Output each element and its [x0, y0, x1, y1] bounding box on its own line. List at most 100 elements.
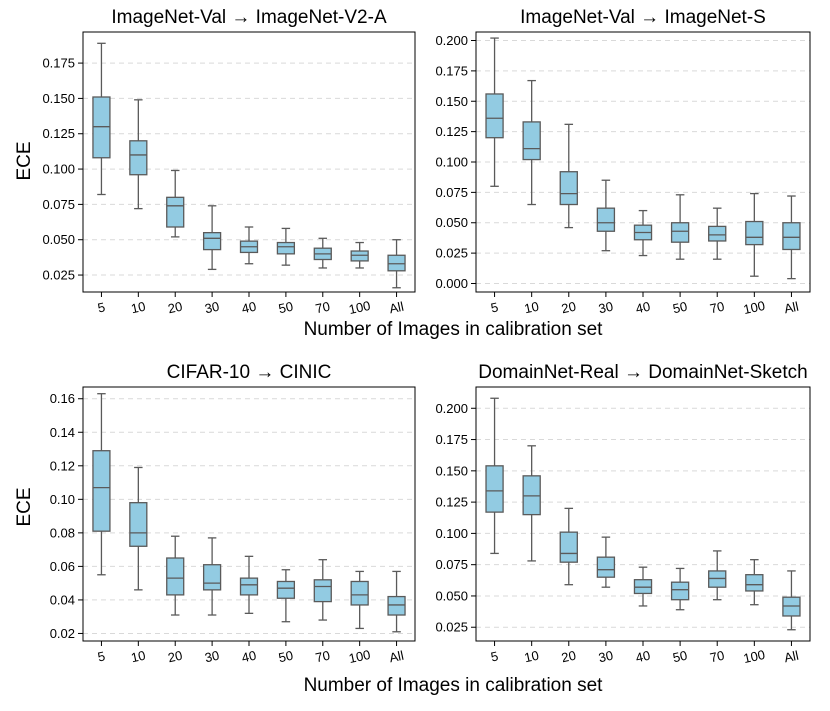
x-tick-label: 50: [277, 299, 294, 317]
x-tick-label: 40: [634, 299, 651, 317]
box-iqr: [387, 254, 406, 272]
x-tick-label: 70: [708, 648, 725, 666]
y-tick-label: 0.14: [50, 425, 75, 440]
box-iqr: [559, 171, 578, 206]
x-tick-label: 70: [314, 648, 331, 666]
y-tick-label: 0.12: [50, 458, 75, 473]
y-tick-label: 0.175: [435, 63, 468, 78]
box-5: [485, 397, 504, 555]
x-tick-label: 5: [489, 648, 499, 664]
box-50: [670, 194, 690, 260]
box-iqr: [708, 225, 727, 242]
panel-2: 0.000 0.025 0.050 0.075 0.100 0.125 0.150 0.175…: [435, 7, 811, 317]
y-tick-label: 0.050: [42, 232, 75, 247]
box-40: [239, 226, 259, 265]
x-tick-label: 30: [597, 299, 614, 317]
y-tick-label: 0.075: [435, 185, 468, 200]
box-iqr: [559, 531, 578, 563]
box-40: [633, 209, 653, 257]
box-100: [745, 559, 764, 606]
box-iqr: [202, 232, 222, 251]
y-axis-label-top: ECE: [14, 141, 35, 180]
box-iqr: [129, 140, 148, 176]
box-50: [276, 227, 296, 266]
box-All: [387, 239, 406, 289]
y-tick-label: 0.025: [435, 620, 468, 635]
box-50: [670, 567, 690, 611]
y-tick-label: 0.050: [435, 588, 468, 603]
box-30: [596, 179, 616, 252]
y-tick-label: 0.100: [42, 162, 75, 177]
box-iqr: [745, 574, 764, 592]
x-tick-label: 40: [240, 648, 257, 666]
y-tick-label: 0.000: [435, 276, 468, 291]
box-iqr: [782, 222, 801, 251]
y-tick-label: 0.150: [42, 91, 75, 106]
y-axis-label-bottom: ECE: [14, 487, 35, 526]
box-iqr: [745, 220, 764, 246]
x-tick-label: 50: [671, 648, 688, 666]
y-tick-label: 0.10: [50, 492, 75, 507]
y-tick-label: 0.06: [50, 559, 75, 574]
box-10: [129, 99, 148, 210]
box-20: [559, 507, 578, 586]
panel-1: 0.025 0.050 0.075 0.100 0.125 0.150 0.175 5 10 20…: [42, 7, 416, 317]
box-iqr: [313, 579, 332, 603]
x-tick-label: 100: [347, 647, 371, 666]
x-tick-label: 10: [523, 299, 540, 317]
x-tick-label: 10: [130, 299, 147, 317]
plot-frame: [475, 386, 811, 642]
box-iqr: [350, 580, 369, 606]
x-tick-label: 70: [708, 299, 725, 317]
box-iqr: [350, 250, 369, 262]
y-tick-label: 0.025: [42, 268, 75, 283]
box-5: [485, 37, 504, 187]
box-iqr: [276, 241, 296, 255]
box-100: [350, 570, 369, 630]
box-iqr: [92, 96, 111, 159]
x-tick-label: 70: [314, 299, 331, 317]
x-tick-label: 20: [560, 648, 577, 666]
box-20: [559, 123, 578, 229]
y-tick-label: 0.175: [42, 56, 75, 71]
box-iqr: [596, 207, 616, 232]
y-tick-label: 0.125: [42, 126, 75, 141]
box-iqr: [276, 580, 296, 599]
box-50: [276, 569, 296, 623]
y-tick-label: 0.08: [50, 525, 75, 540]
panel-title: ImageNet-Val → ImageNet-S: [520, 7, 766, 28]
x-tick-label: 5: [489, 299, 499, 315]
x-tick-label: 5: [96, 648, 106, 664]
panel-4: 0.025 0.050 0.075 0.100 0.125 0.150 0.175 0.200…: [435, 362, 811, 666]
box-70: [313, 559, 332, 621]
plot-frame: [82, 31, 416, 293]
box-40: [239, 555, 259, 614]
x-tick-label: 20: [166, 648, 183, 666]
box-iqr: [522, 121, 541, 161]
box-30: [596, 536, 616, 588]
box-100: [745, 192, 764, 277]
box-iqr: [387, 595, 406, 616]
x-tick-label: 100: [742, 647, 766, 666]
x-tick-label: 100: [742, 298, 766, 317]
x-tick-label: All: [783, 299, 800, 317]
box-30: [202, 537, 222, 616]
x-tick-label: 30: [203, 299, 220, 317]
y-tick-label: 0.16: [50, 391, 75, 406]
box-iqr: [485, 465, 504, 513]
plot-frame: [82, 386, 416, 642]
box-10: [522, 445, 541, 562]
x-tick-label: All: [388, 299, 405, 317]
x-axis-label-bottom: Number of Images in calibration set: [304, 675, 604, 696]
panel-title: ImageNet-Val → ImageNet-V2-A: [111, 7, 387, 28]
box-70: [313, 237, 332, 269]
box-30: [202, 205, 222, 271]
box-70: [708, 550, 727, 601]
box-iqr: [129, 502, 148, 547]
box-20: [166, 169, 185, 238]
x-tick-label: 40: [634, 648, 651, 666]
box-iqr: [670, 581, 690, 601]
x-tick-label: 5: [96, 299, 106, 315]
y-tick-label: 0.075: [435, 557, 468, 572]
